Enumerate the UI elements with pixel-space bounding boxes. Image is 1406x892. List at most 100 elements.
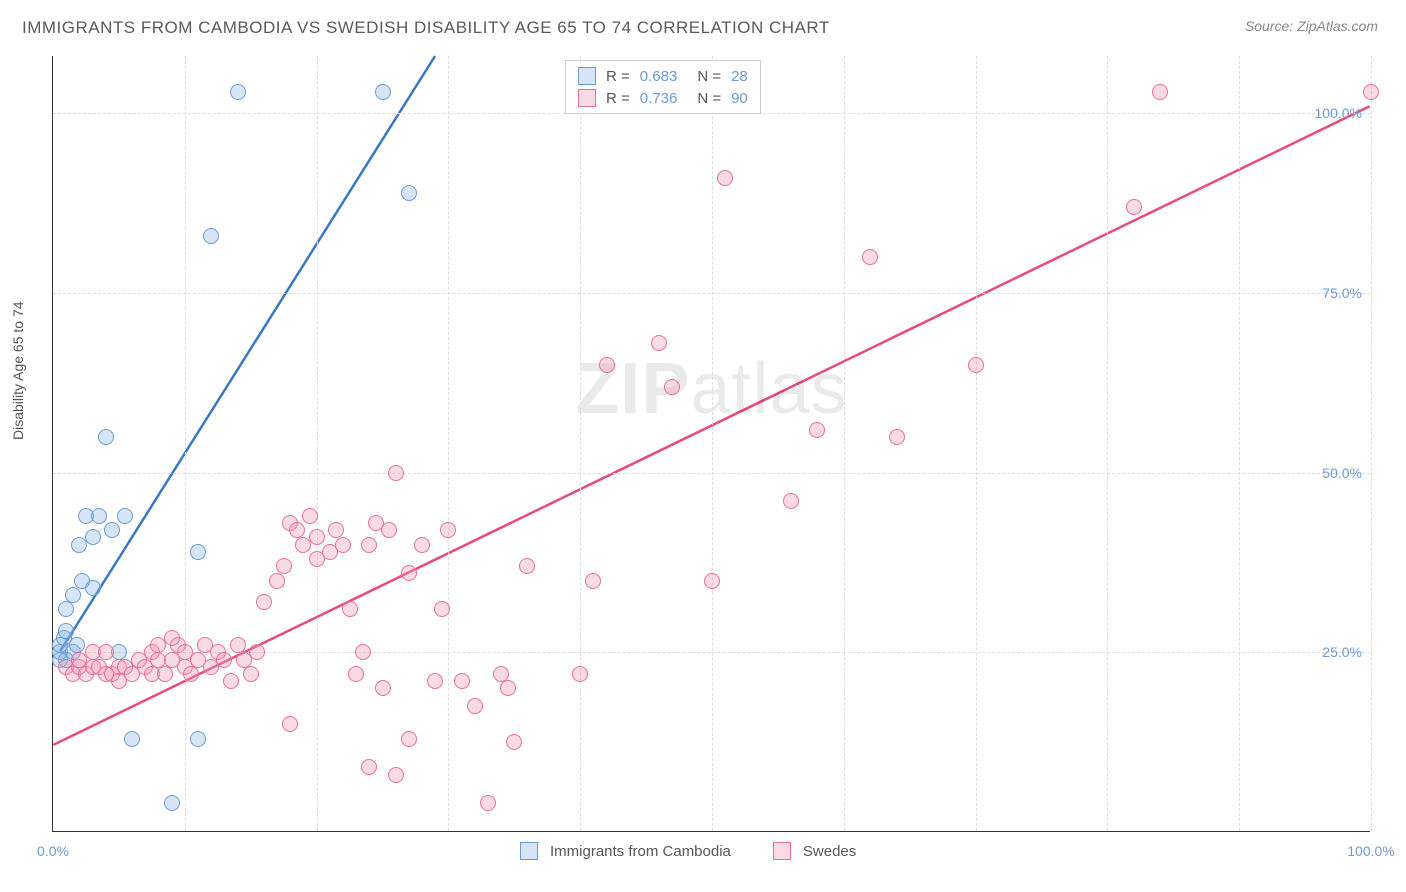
data-point: [85, 529, 101, 545]
legend-correlation-row: R = 0.683N = 28: [578, 65, 748, 87]
gridline-vertical: [185, 56, 186, 831]
legend-series-name: Swedes: [803, 843, 856, 860]
watermark-light: atlas: [690, 349, 847, 429]
data-point: [704, 573, 720, 589]
trend-line: [60, 56, 435, 652]
data-point: [375, 84, 391, 100]
legend-r-value: 0.683: [640, 68, 678, 85]
data-point: [454, 673, 470, 689]
gridline-vertical: [317, 56, 318, 831]
data-point: [98, 429, 114, 445]
data-point: [157, 666, 173, 682]
data-point: [223, 673, 239, 689]
legend-swatch: [773, 842, 791, 860]
data-point: [375, 680, 391, 696]
data-point: [651, 335, 667, 351]
legend-correlation-box: R = 0.683N = 28R = 0.736N = 90: [565, 60, 761, 114]
data-point: [58, 601, 74, 617]
data-point: [164, 630, 180, 646]
data-point: [361, 537, 377, 553]
data-point: [1126, 199, 1142, 215]
gridline-vertical: [976, 56, 977, 831]
data-point: [783, 493, 799, 509]
chart-container: IMMIGRANTS FROM CAMBODIA VS SWEDISH DISA…: [0, 0, 1406, 892]
legend-n-label: N =: [697, 68, 721, 85]
legend-series-name: Immigrants from Cambodia: [550, 843, 731, 860]
data-point: [467, 698, 483, 714]
data-point: [355, 644, 371, 660]
data-point: [381, 522, 397, 538]
data-point: [164, 795, 180, 811]
y-axis-label: Disability Age 65 to 74: [10, 301, 26, 440]
data-point: [401, 185, 417, 201]
data-point: [249, 644, 265, 660]
data-point: [862, 249, 878, 265]
data-point: [276, 558, 292, 574]
data-point: [65, 587, 81, 603]
data-point: [809, 422, 825, 438]
x-tick-label: 100.0%: [1347, 843, 1394, 859]
data-point: [124, 731, 140, 747]
data-point: [58, 623, 74, 639]
data-point: [203, 228, 219, 244]
data-point: [401, 731, 417, 747]
data-point: [968, 357, 984, 373]
chart-title: IMMIGRANTS FROM CAMBODIA VS SWEDISH DISA…: [22, 18, 830, 38]
data-point: [361, 759, 377, 775]
data-point: [256, 594, 272, 610]
data-point: [519, 558, 535, 574]
data-point: [414, 537, 430, 553]
data-point: [309, 529, 325, 545]
gridline-vertical: [1239, 56, 1240, 831]
gridline-vertical: [1107, 56, 1108, 831]
data-point: [91, 508, 107, 524]
legend-r-value: 0.736: [640, 90, 678, 107]
y-tick-label: 25.0%: [1322, 644, 1362, 660]
legend-r-label: R =: [606, 68, 630, 85]
data-point: [1363, 84, 1379, 100]
data-point: [388, 767, 404, 783]
data-point: [440, 522, 456, 538]
legend-swatch: [578, 89, 596, 107]
data-point: [190, 544, 206, 560]
data-point: [348, 666, 364, 682]
data-point: [500, 680, 516, 696]
data-point: [585, 573, 601, 589]
data-point: [216, 652, 232, 668]
data-point: [98, 644, 114, 660]
data-point: [480, 795, 496, 811]
y-tick-label: 75.0%: [1322, 285, 1362, 301]
legend-swatch: [578, 67, 596, 85]
data-point: [104, 522, 120, 538]
gridline-vertical: [844, 56, 845, 831]
gridline-vertical: [580, 56, 581, 831]
y-tick-label: 50.0%: [1322, 465, 1362, 481]
data-point: [190, 731, 206, 747]
legend-swatch: [520, 842, 538, 860]
data-point: [243, 666, 259, 682]
data-point: [572, 666, 588, 682]
gridline-vertical: [1371, 56, 1372, 831]
legend-n-label: N =: [697, 90, 721, 107]
data-point: [434, 601, 450, 617]
data-point: [506, 734, 522, 750]
data-point: [401, 565, 417, 581]
data-point: [85, 580, 101, 596]
data-point: [342, 601, 358, 617]
gridline-vertical: [712, 56, 713, 831]
data-point: [427, 673, 443, 689]
data-point: [269, 573, 285, 589]
legend-series: Immigrants from Cambodia Swedes: [520, 842, 886, 860]
y-tick-label: 100.0%: [1315, 105, 1362, 121]
data-point: [302, 508, 318, 524]
data-point: [599, 357, 615, 373]
data-point: [282, 716, 298, 732]
data-point: [889, 429, 905, 445]
legend-r-label: R =: [606, 90, 630, 107]
gridline-vertical: [448, 56, 449, 831]
plot-area: ZIPatlas 25.0%50.0%75.0%100.0%0.0%100.0%: [52, 56, 1370, 832]
data-point: [1152, 84, 1168, 100]
data-point: [664, 379, 680, 395]
data-point: [117, 508, 133, 524]
data-point: [183, 666, 199, 682]
